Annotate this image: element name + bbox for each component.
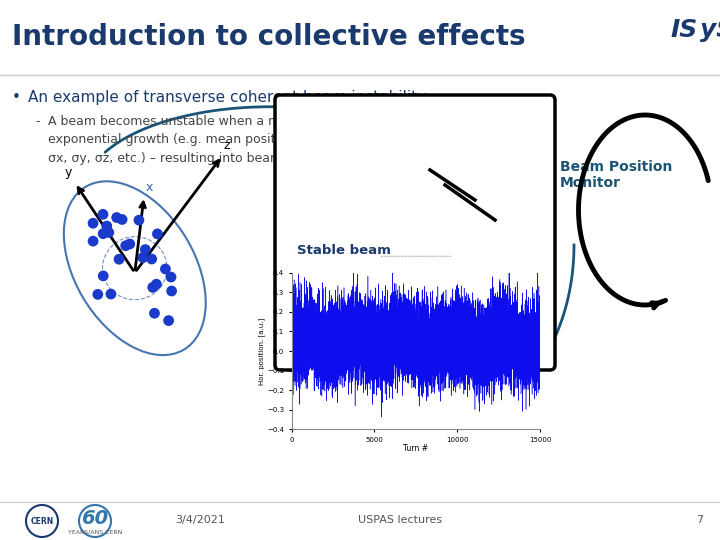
Point [105,290,117,299]
Text: 3/4/2021: 3/4/2021 [175,515,225,525]
Point [87,219,99,227]
Y-axis label: Hor. position. [a.u.]: Hor. position. [a.u.] [258,318,266,384]
Point [166,273,177,281]
Point [120,241,132,250]
Point [133,216,145,225]
Text: x: x [146,181,153,194]
Text: An example of transverse coherent beam instability: An example of transverse coherent beam i… [28,90,426,105]
Text: -: - [35,115,40,128]
Point [149,309,161,318]
Text: A beam becomes unstable when a moment of its distribution exhibits an
exponentia: A beam becomes unstable when a moment of… [48,115,538,165]
Point [97,272,109,280]
Point [160,265,171,273]
Point [166,287,177,295]
Point [97,230,109,238]
Point [140,245,151,254]
Point [87,237,99,246]
Text: y: y [64,166,72,179]
Text: Introduction to collective effects: Introduction to collective effects [12,23,526,51]
Point [137,253,148,262]
Point [117,215,128,224]
Point [103,228,114,237]
FancyBboxPatch shape [275,95,555,370]
Bar [0,0,720,75]
Text: •: • [12,90,21,105]
Text: Stable beam: Stable beam [297,244,390,257]
Text: 60: 60 [81,509,109,528]
Text: 7: 7 [696,515,703,525]
Text: YEARS/ANS CERN: YEARS/ANS CERN [68,530,122,535]
Point [163,316,174,325]
Text: yS: yS [700,18,720,42]
Point [101,222,112,231]
Text: CERN: CERN [30,516,53,525]
Point [113,255,125,264]
Text: Beam Position
Monitor: Beam Position Monitor [560,160,672,190]
Point [147,283,158,292]
Point [111,213,122,222]
Point [150,280,162,288]
Point [97,210,109,219]
Point [146,255,158,264]
Text: IS: IS [670,18,697,42]
Text: Thousands of turns,
i.e. milliseconds: Thousands of turns, i.e. milliseconds [364,335,468,356]
X-axis label: Turn #: Turn # [403,444,428,453]
Point [92,290,104,299]
Text: USPAS lectures: USPAS lectures [358,515,442,525]
Text: z: z [224,139,230,152]
Point [124,240,135,248]
Point [152,230,163,238]
